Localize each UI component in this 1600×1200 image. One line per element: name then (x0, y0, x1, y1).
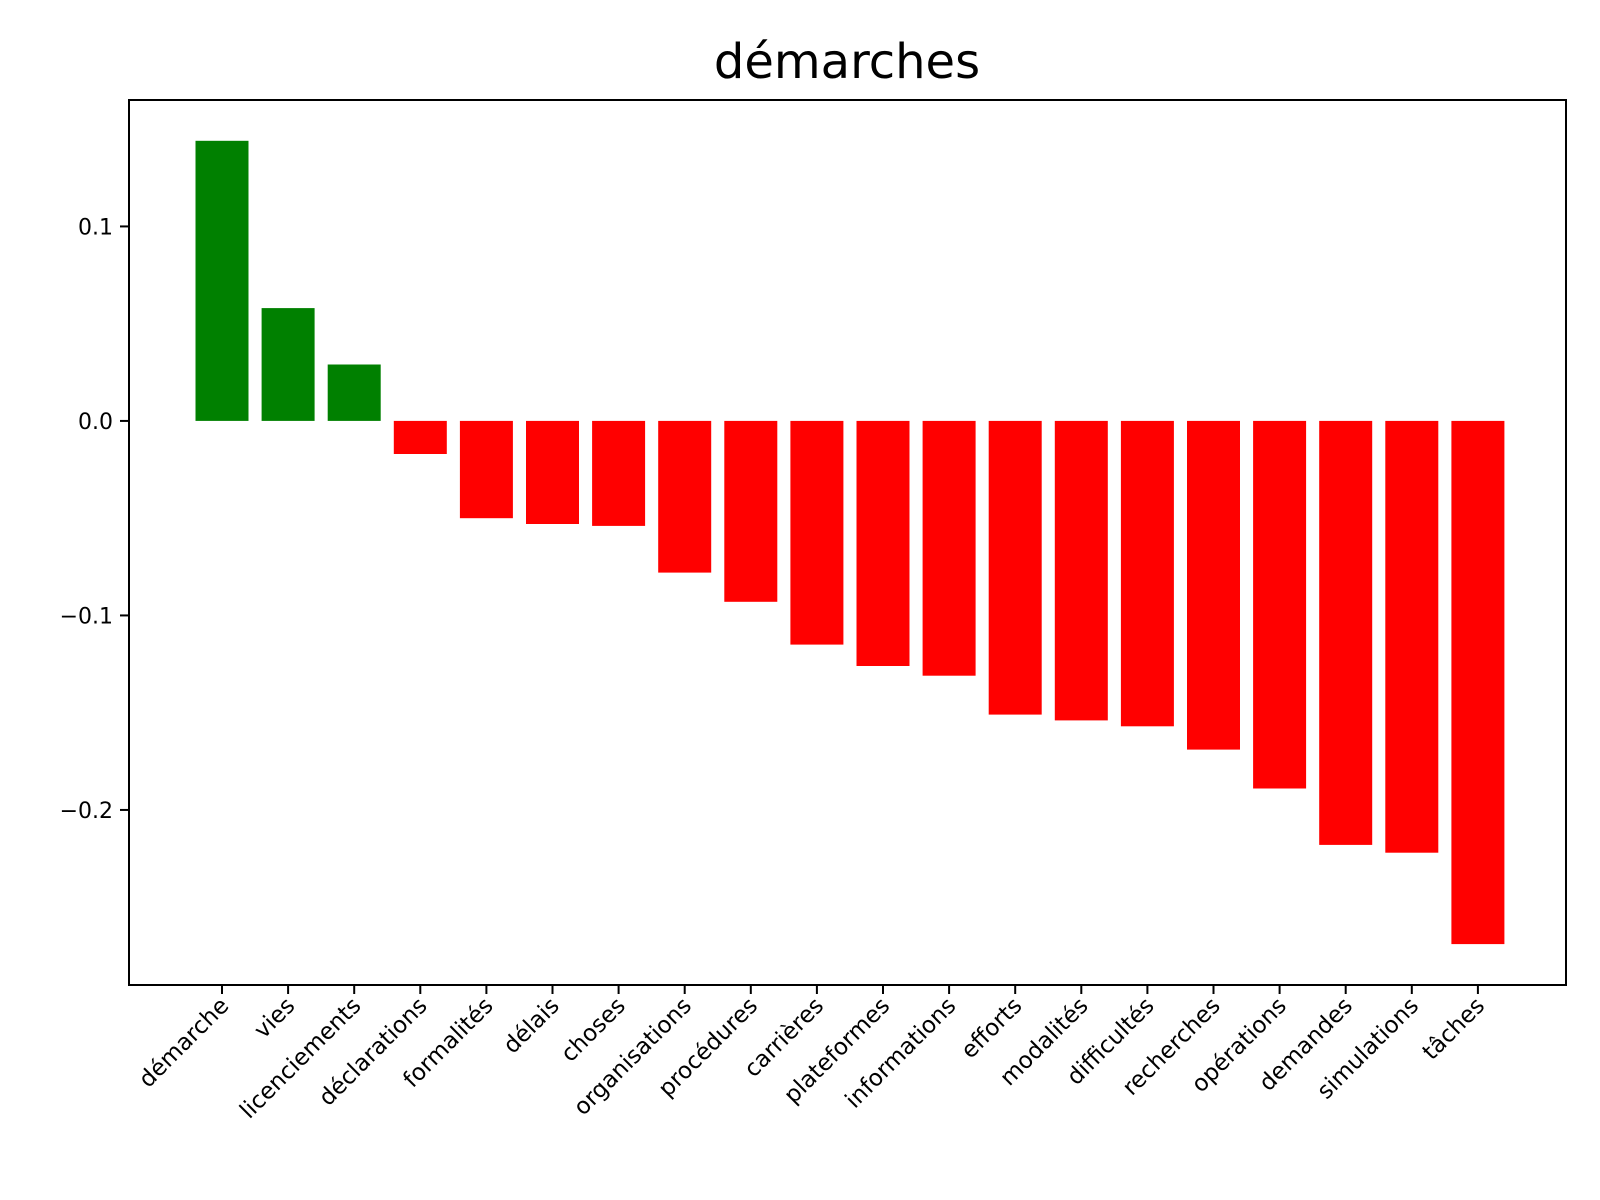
bar-0 (195, 140, 249, 421)
x-axis: démarche vieslicenciementsdéclarationsfor… (134, 985, 1490, 1124)
bar-8 (724, 420, 778, 602)
bar-18 (1385, 420, 1439, 853)
bar-12 (988, 420, 1042, 715)
bar-7 (658, 420, 712, 573)
bar-14 (1120, 420, 1174, 727)
x-tick-label: démarche (134, 993, 234, 1093)
bar-4 (459, 420, 513, 519)
bar-11 (922, 420, 976, 676)
y-tick-label: 0.1 (78, 215, 113, 240)
x-tick-label: organisations (569, 993, 697, 1121)
bar-15 (1187, 420, 1240, 750)
bar-1 (261, 308, 315, 421)
bar-13 (1054, 420, 1108, 721)
bar-9 (790, 420, 844, 645)
x-tick-label: tâches (1418, 993, 1490, 1065)
bar-16 (1253, 420, 1307, 789)
bar-17 (1319, 420, 1373, 845)
y-axis: 0.1 0.0 −0.1 −0.2 (60, 215, 129, 824)
bar-10 (856, 420, 910, 666)
plot-frame (128, 99, 1567, 986)
x-tick-label: délais (499, 993, 565, 1059)
chart-title: démarches (714, 34, 980, 90)
x-tick-label: licenciements (235, 993, 366, 1124)
y-tick-label: 0.0 (78, 410, 113, 435)
bars-layer (195, 140, 1505, 945)
bar-19 (1451, 420, 1505, 945)
y-tick-label: −0.1 (60, 604, 113, 629)
x-tick-label: vies (249, 993, 300, 1044)
bar-6 (592, 420, 646, 526)
bar-3 (393, 420, 447, 454)
bar-2 (327, 364, 381, 421)
bar-5 (526, 420, 579, 524)
y-tick-label: −0.2 (60, 799, 113, 824)
